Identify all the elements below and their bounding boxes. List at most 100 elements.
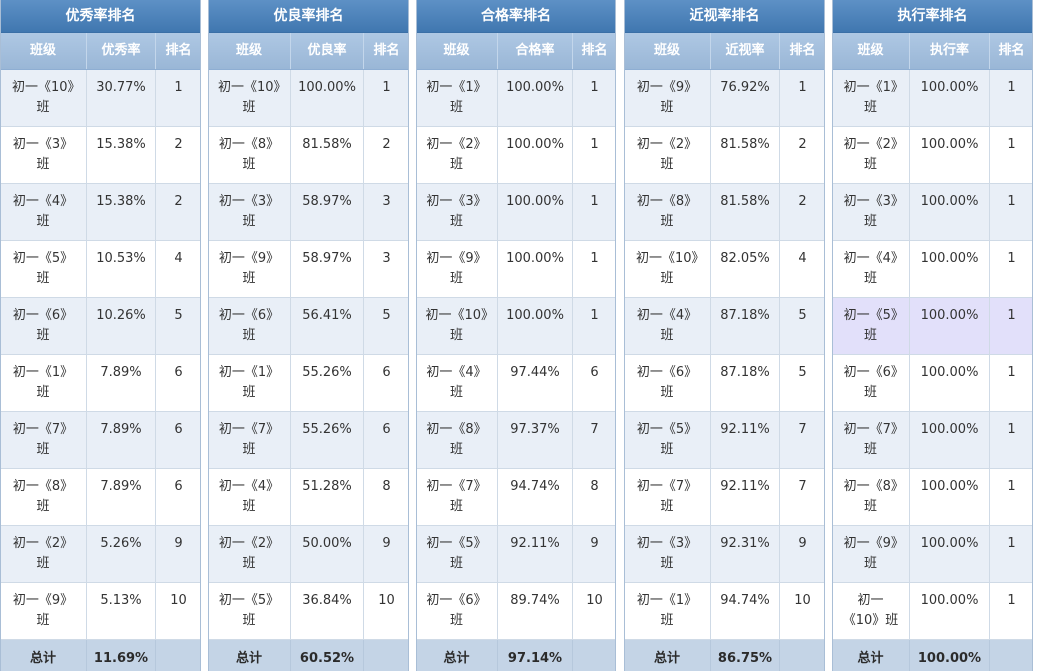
table-row[interactable]: 初一《8》班 81.58% 2 [624, 184, 825, 241]
rank-cell: 9 [174, 536, 183, 551]
rate-cell: 76.92% [711, 70, 780, 126]
table-row[interactable]: 初一《5》班 92.11% 9 [416, 526, 616, 583]
table-row[interactable]: 初一《1》班 94.74% 10 [624, 583, 825, 640]
class-cell: 初一《10》班 [832, 583, 910, 639]
total-rate: 11.69% [87, 640, 156, 671]
table-row[interactable]: 初一《4》班 97.44% 6 [416, 355, 616, 412]
rank-cell: 3 [382, 251, 391, 266]
table-row[interactable]: 初一《10》班 100.00% 1 [416, 298, 616, 355]
rate-cell: 87.18% [711, 298, 780, 354]
table-row[interactable]: 初一《2》班 100.00% 1 [832, 127, 1033, 184]
rate-cell: 56.41% [291, 298, 364, 354]
class-name: 初一《2》班 [843, 137, 898, 172]
rate-cell: 58.97% [291, 184, 364, 240]
rank-cell: 1 [1007, 194, 1016, 209]
table-row[interactable]: 初一《6》班 100.00% 1 [832, 355, 1033, 412]
rate-cell: 58.97% [291, 241, 364, 297]
table-row[interactable]: 初一《2》班 5.26% 9 [0, 526, 201, 583]
table-row[interactable]: 初一《9》班 100.00% 1 [416, 241, 616, 298]
class-cell: 初一《10》班 [624, 241, 711, 297]
table-row[interactable]: 初一《1》班 7.89% 6 [0, 355, 201, 412]
rate-cell: 100.00% [291, 70, 364, 126]
table-row[interactable]: 初一《4》班 15.38% 2 [0, 184, 201, 241]
table-row[interactable]: 初一《1》班 100.00% 1 [416, 70, 616, 127]
table-row[interactable]: 初一《5》班 36.84% 10 [208, 583, 409, 640]
class-cell: 初一《1》班 [416, 70, 498, 126]
class-name: 初一《3》班 [426, 194, 487, 229]
pass-rate-ranking-panel: 合格率排名 班级 合格率 排名 初一《1》班 100.00% 1 初一《2》班 100.… [416, 0, 616, 671]
table-row[interactable]: 初一《7》班 100.00% 1 [832, 412, 1033, 469]
table-row[interactable]: 初一《8》班 7.89% 6 [0, 469, 201, 526]
table-row[interactable]: 初一《7》班 55.26% 6 [208, 412, 409, 469]
table-row[interactable]: 初一《8》班 100.00% 1 [832, 469, 1033, 526]
table-row[interactable]: 初一《10》班 82.05% 4 [624, 241, 825, 298]
class-cell: 初一《2》班 [624, 127, 711, 183]
table-row[interactable]: 初一《6》班 89.74% 10 [416, 583, 616, 640]
table-row[interactable]: 初一《2》班 81.58% 2 [624, 127, 825, 184]
rank-cell: 1 [1007, 479, 1016, 494]
table-row[interactable]: 初一《3》班 15.38% 2 [0, 127, 201, 184]
table-row[interactable]: 初一《7》班 94.74% 8 [416, 469, 616, 526]
table-row[interactable]: 初一《6》班 10.26% 5 [0, 298, 201, 355]
class-name: 初一《10》班 [425, 308, 488, 343]
table-row[interactable]: 初一《5》班 100.00% 1 [832, 298, 1033, 355]
rank-cell: 1 [590, 137, 599, 152]
table-row[interactable]: 初一《1》班 100.00% 1 [832, 70, 1033, 127]
class-name: 初一《7》班 [218, 422, 280, 457]
panel-title: 近视率排名 [624, 0, 825, 33]
class-name: 初一《8》班 [12, 479, 74, 514]
table-row[interactable]: 初一《4》班 51.28% 8 [208, 469, 409, 526]
table-row[interactable]: 初一《5》班 92.11% 7 [624, 412, 825, 469]
total-label: 总计 [208, 640, 291, 671]
class-cell: 初一《6》班 [208, 298, 291, 354]
table-row[interactable]: 初一《9》班 100.00% 1 [832, 526, 1033, 583]
class-cell: 初一《9》班 [832, 526, 910, 582]
table-row[interactable]: 初一《3》班 58.97% 3 [208, 184, 409, 241]
rate-cell: 100.00% [910, 298, 990, 354]
class-cell: 初一《3》班 [208, 184, 291, 240]
table-row[interactable]: 初一《7》班 7.89% 6 [0, 412, 201, 469]
excellent-rate-ranking-panel: 优秀率排名 班级 优秀率 排名 初一《10》班 30.77% 1 初一《3》班 15.3… [0, 0, 201, 671]
table-row[interactable]: 初一《6》班 56.41% 5 [208, 298, 409, 355]
table-row[interactable]: 初一《2》班 50.00% 9 [208, 526, 409, 583]
rate-cell: 55.26% [291, 355, 364, 411]
class-cell: 初一《8》班 [416, 412, 498, 468]
class-cell: 初一《5》班 [832, 298, 910, 354]
table-row[interactable]: 初一《10》班 30.77% 1 [0, 70, 201, 127]
table-row[interactable]: 初一《3》班 92.31% 9 [624, 526, 825, 583]
table-row[interactable]: 初一《8》班 81.58% 2 [208, 127, 409, 184]
total-rate: 86.75% [711, 640, 780, 671]
rank-cell: 2 [382, 137, 391, 152]
total-label: 总计 [0, 640, 87, 671]
table-row[interactable]: 初一《7》班 92.11% 7 [624, 469, 825, 526]
rate-cell: 89.74% [498, 583, 573, 639]
total-label: 总计 [416, 640, 498, 671]
column-header-rank: 排名 [581, 43, 608, 58]
class-cell: 初一《3》班 [0, 127, 87, 183]
table-row[interactable]: 初一《10》班 100.00% 1 [208, 70, 409, 127]
table-row[interactable]: 初一《9》班 76.92% 1 [624, 70, 825, 127]
table-row[interactable]: 初一《2》班 100.00% 1 [416, 127, 616, 184]
total-row: 总计 60.52% [208, 640, 409, 671]
table-row[interactable]: 初一《9》班 58.97% 3 [208, 241, 409, 298]
rate-cell: 5.26% [87, 526, 156, 582]
rate-cell: 50.00% [291, 526, 364, 582]
table-row[interactable]: 初一《8》班 97.37% 7 [416, 412, 616, 469]
total-label: 总计 [832, 640, 910, 671]
class-cell: 初一《10》班 [416, 298, 498, 354]
table-row[interactable]: 初一《3》班 100.00% 1 [832, 184, 1033, 241]
table-row[interactable]: 初一《1》班 55.26% 6 [208, 355, 409, 412]
table-row[interactable]: 初一《4》班 87.18% 5 [624, 298, 825, 355]
table-row[interactable]: 初一《9》班 5.13% 10 [0, 583, 201, 640]
rank-cell: 5 [382, 308, 391, 323]
table-row[interactable]: 初一《3》班 100.00% 1 [416, 184, 616, 241]
table-row[interactable]: 初一《6》班 87.18% 5 [624, 355, 825, 412]
table-row[interactable]: 初一《4》班 100.00% 1 [832, 241, 1033, 298]
rate-cell: 7.89% [87, 355, 156, 411]
class-name: 初一《3》班 [12, 137, 74, 172]
table-row[interactable]: 初一《5》班 10.53% 4 [0, 241, 201, 298]
class-name: 初一《9》班 [636, 80, 698, 115]
table-row[interactable]: 初一《10》班 100.00% 1 [832, 583, 1033, 640]
rank-cell: 6 [174, 479, 183, 494]
class-name: 初一《5》班 [12, 251, 74, 286]
